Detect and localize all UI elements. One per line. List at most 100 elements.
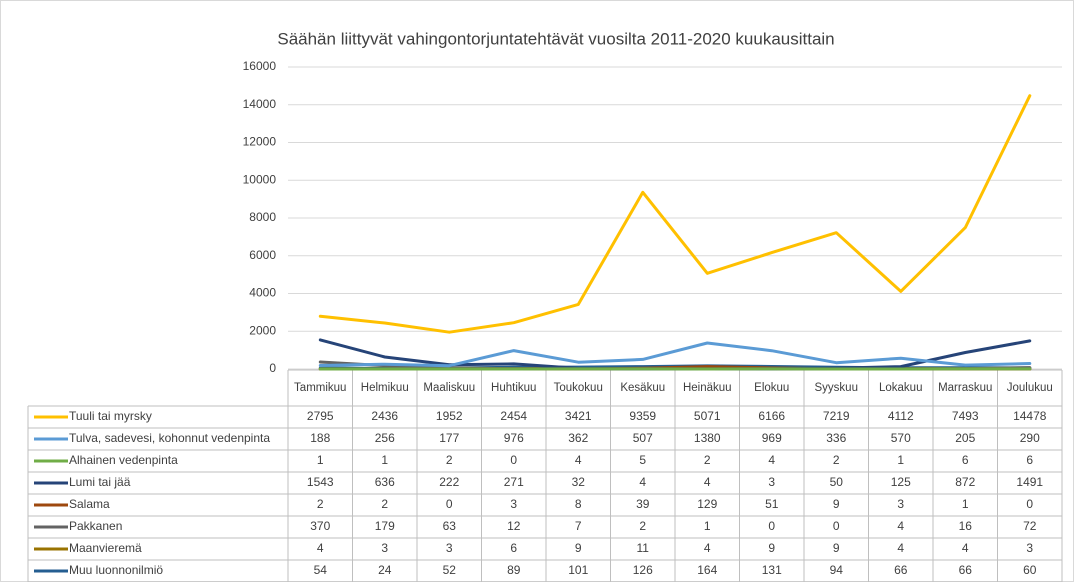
x-tick-label: Lokakuu (879, 382, 922, 394)
table-value: 32 (572, 475, 586, 489)
table-value: 164 (697, 563, 717, 577)
series-line (318, 94, 1032, 334)
table-value: 1380 (694, 431, 721, 445)
table-value: 16 (959, 519, 973, 533)
table-value: 9 (575, 541, 582, 555)
table-value: 969 (762, 431, 782, 445)
x-tick-label: Marraskuu (938, 382, 992, 394)
table-value: 9 (833, 541, 840, 555)
table-value: 222 (439, 475, 459, 489)
table-value: 2795 (307, 409, 334, 423)
table-value: 0 (768, 519, 775, 533)
table-value: 3 (1026, 541, 1033, 555)
table-value: 4 (768, 453, 775, 467)
legend-label: Lumi tai jää (69, 475, 131, 489)
legend-label: Tulva, sadevesi, kohonnut vedenpinta (69, 431, 270, 445)
table-value: 6 (1026, 453, 1033, 467)
table-value: 14478 (1013, 409, 1047, 423)
table-value: 3 (768, 475, 775, 489)
table-value: 188 (310, 431, 330, 445)
table-value: 4 (704, 541, 711, 555)
x-tick-label: Maaliskuu (423, 382, 475, 394)
table-value: 39 (636, 497, 650, 511)
table-value: 63 (443, 519, 457, 533)
table-value: 2436 (371, 409, 398, 423)
table-value: 290 (1020, 431, 1040, 445)
table-value: 205 (955, 431, 975, 445)
x-tick-label: Tammikuu (294, 382, 346, 394)
table-value: 5 (639, 453, 646, 467)
table-value: 336 (826, 431, 846, 445)
table-value: 177 (439, 431, 459, 445)
table-value: 101 (568, 563, 588, 577)
table-value: 2 (381, 497, 388, 511)
table-value: 2454 (500, 409, 527, 423)
table-value: 4 (317, 541, 324, 555)
y-tick-label: 10000 (243, 172, 277, 186)
table-value: 1 (704, 519, 711, 533)
table-value: 51 (765, 497, 779, 511)
table-value: 4112 (888, 409, 914, 423)
x-tick-label: Joulukuu (1007, 382, 1053, 394)
table-value: 0 (510, 453, 517, 467)
table-value: 4 (704, 475, 711, 489)
table-value: 3 (897, 497, 904, 511)
table-value: 129 (697, 497, 717, 511)
series-line (318, 341, 1032, 368)
table-value: 2 (317, 497, 324, 511)
table-value: 126 (633, 563, 653, 577)
table-value: 570 (891, 431, 911, 445)
table-value: 6166 (758, 409, 785, 423)
table-value: 66 (959, 563, 973, 577)
table-value: 7219 (823, 409, 850, 423)
table-value: 66 (894, 563, 908, 577)
x-tick-label: Kesäkuu (620, 382, 665, 394)
table-value: 1 (381, 453, 388, 467)
table-value: 1952 (436, 409, 463, 423)
table-value: 370 (310, 519, 330, 533)
table-value: 9 (768, 541, 775, 555)
table-value: 125 (891, 475, 911, 489)
table-value: 1543 (307, 475, 334, 489)
legend-label: Maanvieremä (69, 541, 142, 555)
table-value: 9359 (629, 409, 656, 423)
table-value: 72 (1023, 519, 1037, 533)
table-value: 362 (568, 431, 588, 445)
table-value: 1 (317, 453, 324, 467)
x-tick-label: Helmikuu (361, 382, 409, 394)
legend-label: Tuuli tai myrsky (69, 409, 152, 423)
table-value: 3 (446, 541, 453, 555)
y-tick-label: 16000 (243, 59, 277, 73)
table-value: 24 (378, 563, 392, 577)
table-value: 4 (575, 453, 582, 467)
table-value: 4 (962, 541, 969, 555)
y-tick-label: 8000 (249, 210, 276, 224)
table-value: 11 (637, 541, 650, 555)
table-value: 507 (633, 431, 653, 445)
legend-label: Muu luonnonilmiö (69, 563, 163, 577)
legend-label: Pakkanen (69, 519, 122, 533)
legend-label: Salama (69, 497, 110, 511)
table-value: 1491 (1016, 475, 1043, 489)
table-value: 5071 (694, 409, 721, 423)
table-value: 12 (507, 519, 521, 533)
y-tick-label: 2000 (249, 323, 276, 337)
table-value: 89 (507, 563, 521, 577)
y-tick-label: 4000 (249, 286, 276, 300)
table-value: 3 (381, 541, 388, 555)
table-value: 0 (446, 497, 453, 511)
table-value: 0 (833, 519, 840, 533)
y-tick-label: 0 (269, 361, 276, 375)
table-value: 4 (639, 475, 646, 489)
x-tick-label: Elokuu (754, 382, 789, 394)
table-value: 271 (504, 475, 524, 489)
table-value: 7493 (952, 409, 979, 423)
table-value: 2 (704, 453, 711, 467)
table-value: 1 (962, 497, 969, 511)
table-value: 52 (443, 563, 457, 577)
y-tick-label: 14000 (243, 97, 277, 111)
x-tick-label: Toukokuu (554, 382, 603, 394)
table-value: 3 (510, 497, 517, 511)
x-tick-label: Heinäkuu (683, 382, 732, 394)
